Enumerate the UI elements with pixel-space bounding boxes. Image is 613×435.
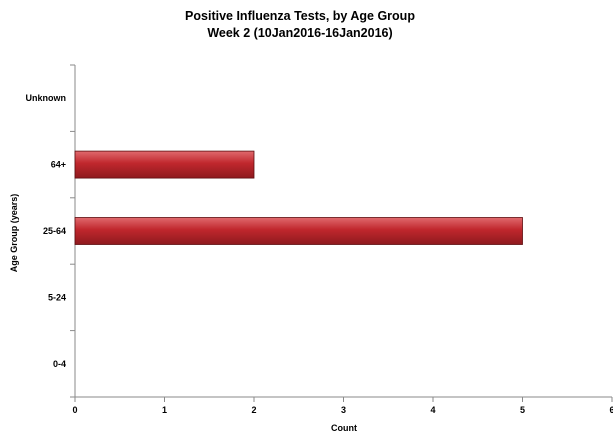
- bar-25-64: [74, 217, 523, 245]
- x-tick-label: 1: [162, 405, 167, 415]
- y-tick-label: 64+: [51, 160, 66, 170]
- y-tick-label: 5-24: [48, 292, 66, 302]
- y-axis-title: Age Group (years): [9, 194, 19, 273]
- y-tick-label: Unknown: [26, 93, 67, 103]
- x-tick-label: 2: [251, 405, 256, 415]
- x-tick-label: 0: [72, 405, 77, 415]
- plot-area: 0 1 2 3 4 5 6 0-4 5-24 25-64 64+ Unknown: [26, 64, 613, 415]
- x-axis-title: Count: [331, 423, 357, 433]
- x-tick-label: 3: [341, 405, 346, 415]
- x-tick-label: 6: [609, 405, 613, 415]
- x-tick-label: 5: [520, 405, 525, 415]
- chart-title: Positive Influenza Tests, by Age Group: [185, 9, 415, 23]
- chart-subtitle: Week 2 (10Jan2016-16Jan2016): [207, 26, 392, 40]
- y-tick-label: 25-64: [43, 226, 66, 236]
- bar-64+: [74, 150, 255, 179]
- y-tick-label: 0-4: [53, 359, 66, 369]
- x-tick-label: 4: [430, 405, 435, 415]
